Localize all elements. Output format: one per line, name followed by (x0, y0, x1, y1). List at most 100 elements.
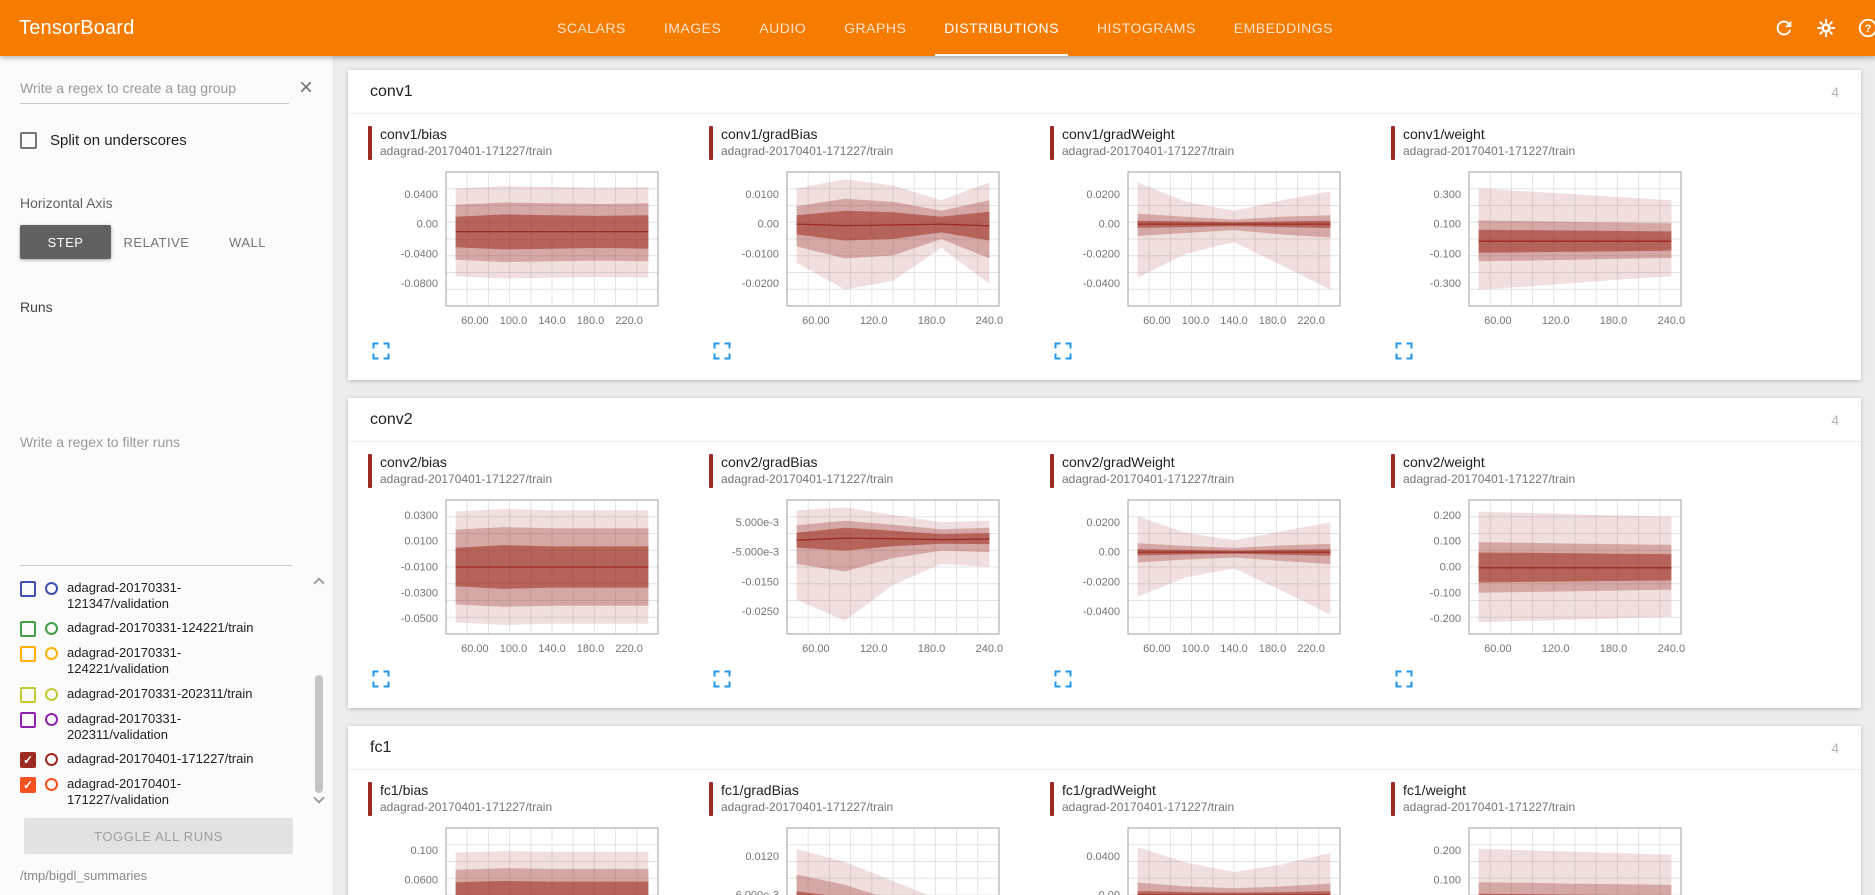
run-checkbox[interactable]: ✓ (20, 752, 36, 768)
distribution-chart[interactable]: 0.04000.00-0.040060.00100.0140.0180.0220… (1050, 822, 1350, 895)
distribution-chart[interactable]: 0.0400 0.00 -0.0400 -0.0800 60.00 100.0 140.0 1… (368, 166, 668, 332)
run-checkbox[interactable] (20, 686, 36, 703)
run-checkbox[interactable] (20, 580, 36, 597)
expand-icon[interactable] (1395, 670, 1413, 688)
svg-text:0.100: 0.100 (1433, 219, 1461, 231)
run-color-circle[interactable] (45, 712, 58, 726)
runs-scrollbar[interactable] (313, 576, 325, 807)
distribution-chart[interactable]: 0.1000.06000.0200-0.020060.00100.0140.01… (368, 822, 668, 895)
scrollbar-thumb[interactable] (315, 674, 323, 793)
run-checkbox[interactable] (20, 621, 36, 637)
svg-text:240.0: 240.0 (976, 315, 1004, 327)
log-directory: /tmp/bigdl_summaries (20, 868, 148, 883)
help-icon[interactable]: ? (1855, 15, 1875, 41)
toggle-all-runs-button[interactable]: TOGGLE ALL RUNS (24, 818, 293, 854)
distribution-chart[interactable]: 0.0200 0.00 -0.0200 -0.0400 60.00 100.0 140.0 1… (1050, 494, 1350, 660)
run-row[interactable]: adagrad-20170331-202311/validation (20, 707, 303, 748)
chart-run-name: adagrad-20170401-171227/train (380, 800, 553, 814)
tab-histograms[interactable]: HISTOGRAMS (1096, 20, 1196, 36)
run-color-bar (1391, 782, 1395, 816)
chart-header: fc1/gradBias adagrad-20170401-171227/trai… (709, 782, 1030, 816)
run-color-circle[interactable] (45, 647, 58, 660)
refresh-icon[interactable] (1771, 15, 1797, 41)
expand-icon[interactable] (1395, 342, 1413, 360)
run-row[interactable]: ✓ adagrad-20170401-171227/train (20, 747, 303, 772)
run-row[interactable]: adagrad-20170331-121347/validation (20, 576, 303, 617)
section-header[interactable]: fc1 4 (348, 726, 1861, 770)
expand-icon[interactable] (1054, 342, 1072, 360)
tab-images[interactable]: IMAGES (663, 20, 722, 36)
axis-option-relative[interactable]: RELATIVE (111, 225, 202, 259)
run-color-bar (1050, 126, 1054, 160)
axis-option-wall[interactable]: WALL (202, 225, 293, 259)
chart-header: conv2/weight adagrad-20170401-171227/trai… (1391, 454, 1712, 488)
chart-title: conv2/bias (380, 454, 447, 470)
split-underscores-label: Split on underscores (50, 132, 187, 149)
svg-text:0.00: 0.00 (1099, 890, 1120, 895)
run-color-bar (368, 454, 372, 488)
close-icon[interactable]: × (298, 74, 313, 101)
run-checkbox[interactable] (20, 711, 36, 728)
expand-icon[interactable] (713, 670, 731, 688)
runs-filter-input[interactable] (20, 319, 292, 566)
svg-text:0.200: 0.200 (1433, 845, 1461, 857)
svg-text:120.0: 120.0 (1542, 643, 1570, 655)
run-color-bar (1391, 454, 1395, 488)
tag-regex-input[interactable] (20, 72, 289, 104)
expand-icon[interactable] (713, 342, 731, 360)
scroll-down-icon[interactable] (313, 792, 325, 804)
tab-embeddings[interactable]: EMBEDDINGS (1233, 20, 1333, 36)
run-row[interactable]: adagrad-20170331-124221/validation (20, 641, 303, 682)
section-header[interactable]: conv2 4 (348, 398, 1861, 442)
main-content: conv1 4 conv1/bias adagrad-20170401-171227/… (334, 56, 1875, 895)
svg-text:-0.0500: -0.0500 (401, 613, 438, 625)
distribution-chart[interactable]: 0.0300 0.0100 -0.0100 -0.0300 -0.0500 60.00 10… (368, 494, 668, 660)
tab-graphs[interactable]: GRAPHS (844, 20, 907, 36)
settings-icon[interactable] (1813, 15, 1839, 41)
chart-title: fc1/bias (380, 782, 429, 798)
expand-icon[interactable] (1054, 670, 1072, 688)
split-underscores-checkbox[interactable] (20, 132, 37, 149)
expand-icon[interactable] (372, 670, 390, 688)
svg-text:220.0: 220.0 (615, 643, 643, 655)
split-underscores-row[interactable]: Split on underscores (20, 132, 333, 149)
expand-icon[interactable] (372, 342, 390, 360)
svg-text:0.0300: 0.0300 (404, 510, 438, 522)
svg-text:100.0: 100.0 (1182, 643, 1210, 655)
run-label: adagrad-20170331-121347/validation (67, 579, 182, 611)
run-color-circle[interactable] (45, 622, 58, 635)
run-label: adagrad-20170331-202311/train (67, 685, 253, 701)
run-color-circle[interactable] (45, 687, 58, 701)
section-header[interactable]: conv1 4 (348, 70, 1861, 114)
tab-audio[interactable]: AUDIO (759, 20, 807, 36)
run-color-circle[interactable] (45, 581, 58, 595)
run-checkbox[interactable]: ✓ (20, 777, 36, 793)
distribution-chart[interactable]: 5.000e-3 -5.000e-3 -0.0150 -0.0250 60.00 120.… (709, 494, 1009, 660)
run-row[interactable]: ✓ adagrad-20170401-171227/validation (20, 772, 303, 806)
chart-card: conv1/weight adagrad-20170401-171227/trai… (1381, 118, 1722, 370)
distribution-chart[interactable]: 0.300 0.100 -0.100 -0.300 60.00 120.0 180.0 240… (1391, 166, 1691, 332)
axis-option-step[interactable]: STEP (20, 225, 111, 259)
tab-scalars[interactable]: SCALARS (557, 20, 626, 36)
run-color-circle[interactable] (45, 753, 58, 766)
axis-button-group: STEP RELATIVE WALL (20, 225, 333, 259)
run-row[interactable]: adagrad-20170331-124221/train (20, 616, 303, 641)
svg-text:60.00: 60.00 (802, 315, 830, 327)
chart-title: conv1/gradWeight (1062, 126, 1175, 142)
distribution-chart[interactable]: 0.0200 0.00 -0.0200 -0.0400 60.00 100.0 140.0 1… (1050, 166, 1350, 332)
svg-text:-0.0300: -0.0300 (401, 587, 438, 599)
distribution-chart[interactable]: 0.200 0.100 0.00 -0.100 -0.200 60.00 120.0 180.… (1391, 494, 1691, 660)
run-checkbox[interactable] (20, 646, 36, 662)
tab-distributions[interactable]: DISTRIBUTIONS (925, 0, 1078, 56)
scroll-up-icon[interactable] (313, 576, 325, 589)
tag-section-fc1: fc1 4 fc1/bias adagrad-20170401-171227/trai… (348, 726, 1861, 895)
section-title: conv1 (370, 82, 413, 100)
run-label: adagrad-20170331-124221/train (67, 620, 254, 635)
chart-title: fc1/gradBias (721, 782, 799, 798)
distribution-chart[interactable]: 0.0100 0.00 -0.0100 -0.0200 60.00 120.0 180.0 2… (709, 166, 1009, 332)
run-color-circle[interactable] (45, 778, 58, 791)
run-row[interactable]: adagrad-20170331-202311/train (20, 682, 303, 707)
svg-text:220.0: 220.0 (1297, 315, 1325, 327)
